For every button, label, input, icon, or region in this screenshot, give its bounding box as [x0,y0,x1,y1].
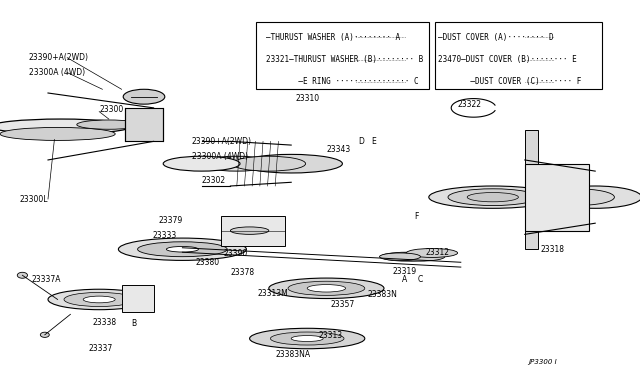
Text: C: C [417,275,422,284]
Ellipse shape [48,289,150,310]
Text: —THURUST WASHER (A)········ A: —THURUST WASHER (A)········ A [266,33,400,42]
Bar [525,130,538,167]
Bar [125,108,163,141]
Text: 23322: 23322 [458,100,481,109]
Text: 23313: 23313 [318,331,342,340]
Ellipse shape [138,242,227,257]
Text: 23357: 23357 [330,300,355,309]
Ellipse shape [77,120,141,129]
Ellipse shape [549,186,640,208]
Text: 23300A (4WD): 23300A (4WD) [29,68,85,77]
Bar [525,164,589,231]
Text: 23300A (4WD): 23300A (4WD) [192,153,248,161]
Text: —E RING ················ C: —E RING ················ C [266,77,418,86]
Text: 23380: 23380 [195,258,220,267]
Text: 23319: 23319 [392,267,417,276]
Text: 23337A: 23337A [31,275,61,284]
Text: 23337: 23337 [88,344,113,353]
Text: F: F [415,212,419,221]
Text: 23390+A(2WD): 23390+A(2WD) [192,137,252,146]
Text: 23383NA: 23383NA [275,350,310,359]
Text: JP3300 I: JP3300 I [528,359,557,365]
Text: 23300L: 23300L [19,195,48,203]
Text: 23321—THURUST WASHER (B)········ B: 23321—THURUST WASHER (B)········ B [266,55,423,64]
Ellipse shape [250,328,365,349]
Bar [256,22,429,89]
Ellipse shape [269,278,384,298]
Text: 23383N: 23383N [368,290,398,299]
Ellipse shape [467,193,518,202]
Text: —DUST COVER (C)······· F: —DUST COVER (C)······· F [438,77,582,86]
Text: 23470—DUST COVER (B)········ E: 23470—DUST COVER (B)········ E [438,55,577,64]
Ellipse shape [0,119,131,134]
Ellipse shape [380,253,420,260]
Ellipse shape [394,252,445,261]
Ellipse shape [288,281,365,295]
Bar [122,285,154,312]
Text: 23300: 23300 [99,105,124,114]
Text: D: D [358,137,364,146]
Bar [525,216,538,249]
Text: 23318: 23318 [541,245,564,254]
Text: 23313M: 23313M [257,289,288,298]
Text: 23333: 23333 [152,231,177,240]
Ellipse shape [198,156,275,171]
Text: 23378: 23378 [230,268,255,277]
Bar [435,22,602,89]
Bar [221,216,285,246]
Text: E: E [371,137,376,146]
Text: 23379: 23379 [159,216,183,225]
Text: 23338: 23338 [93,318,117,327]
Ellipse shape [64,292,134,307]
Circle shape [17,272,28,278]
Text: A: A [402,275,407,283]
Ellipse shape [118,238,246,260]
Text: 23310: 23310 [296,94,320,103]
Ellipse shape [381,252,432,261]
Ellipse shape [0,128,115,141]
Text: 23390: 23390 [224,249,248,258]
Ellipse shape [163,156,240,171]
Ellipse shape [448,189,538,205]
Ellipse shape [291,336,323,341]
Text: B: B [131,319,136,328]
Text: —DUST COVER (A)········ D: —DUST COVER (A)········ D [438,33,554,42]
Ellipse shape [307,285,346,292]
Ellipse shape [270,332,344,345]
Ellipse shape [83,296,115,303]
Ellipse shape [538,189,614,205]
Ellipse shape [406,248,458,257]
Text: 23390+A(2WD): 23390+A(2WD) [29,53,89,62]
Ellipse shape [429,186,557,208]
Text: 23302: 23302 [202,176,226,185]
Ellipse shape [123,89,165,104]
Ellipse shape [232,156,306,171]
Text: 23312: 23312 [426,248,450,257]
Ellipse shape [240,154,342,173]
Text: 23343: 23343 [326,145,351,154]
Circle shape [40,332,49,337]
Ellipse shape [230,227,269,234]
Ellipse shape [166,246,198,252]
